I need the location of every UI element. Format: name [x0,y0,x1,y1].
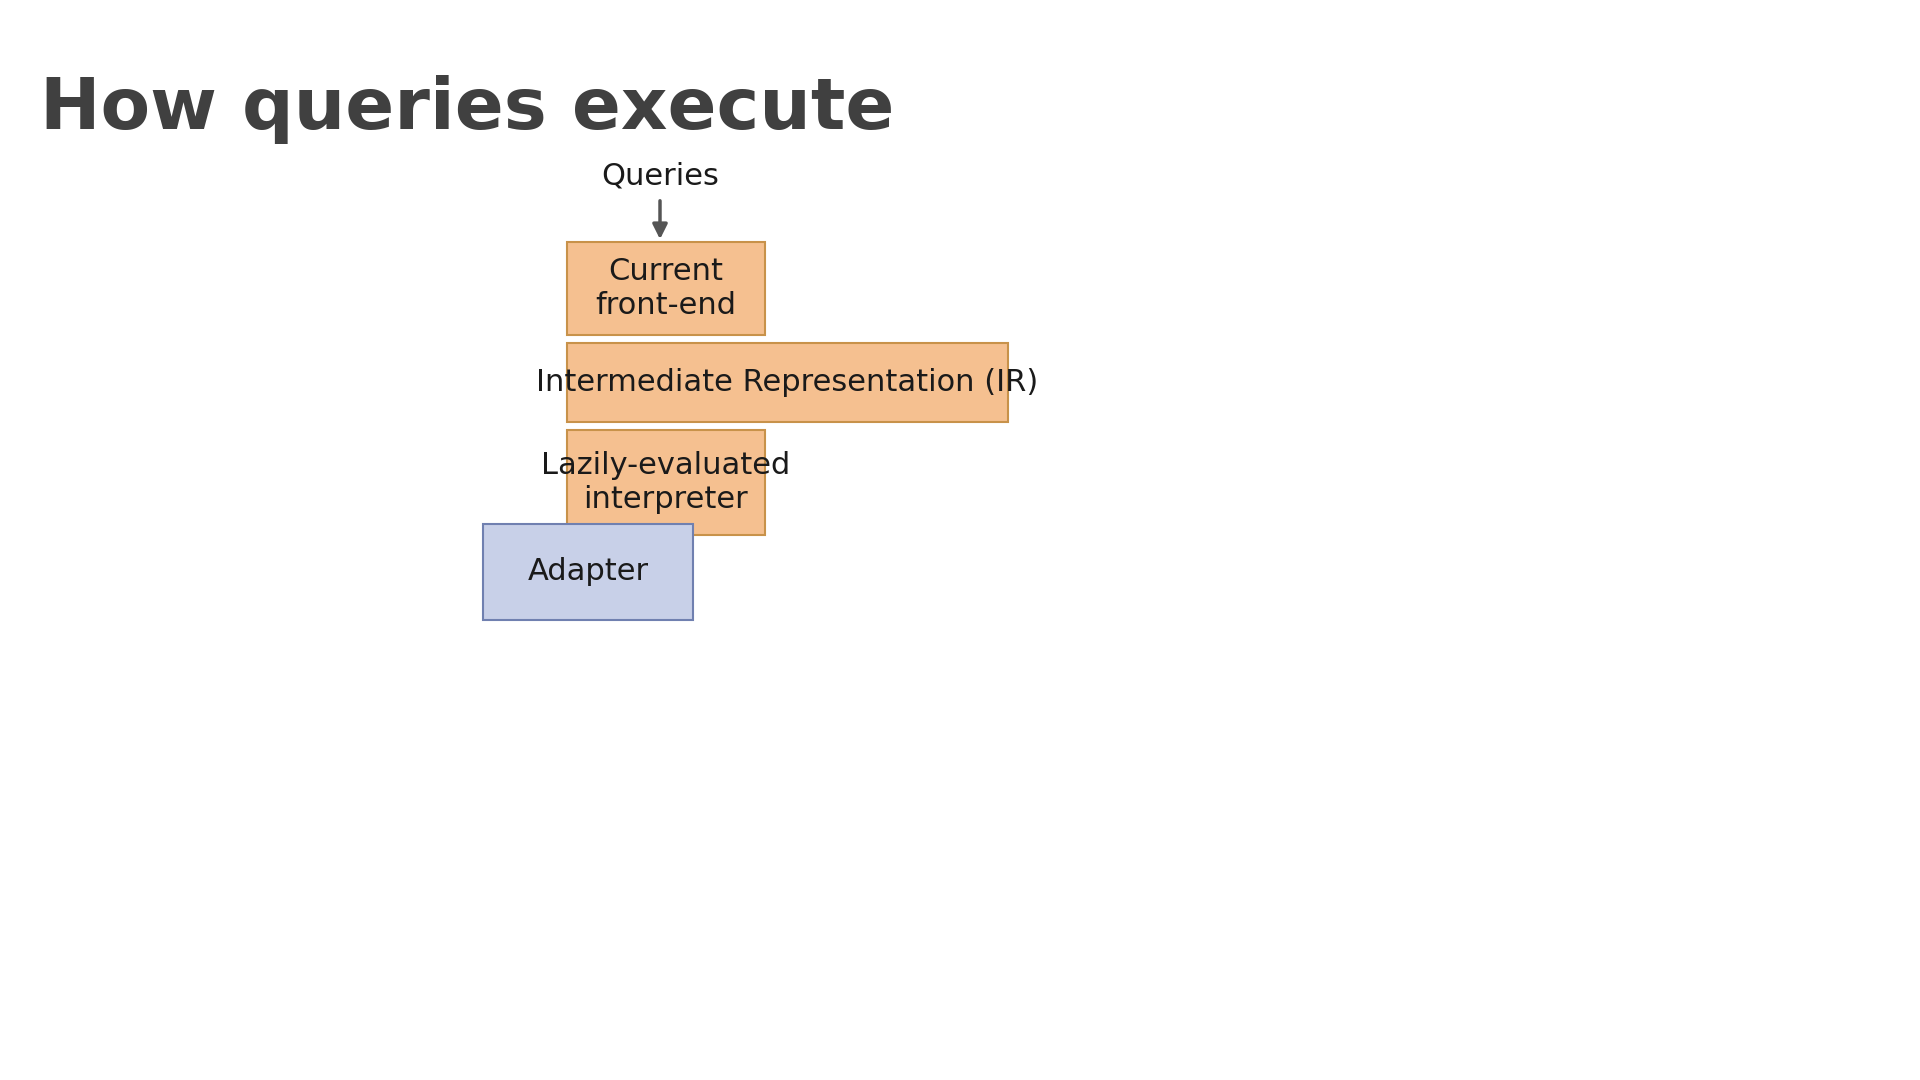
Text: Intermediate Representation (IR): Intermediate Representation (IR) [536,368,1039,397]
FancyBboxPatch shape [566,242,764,335]
Text: Current
front-end: Current front-end [595,257,737,320]
FancyBboxPatch shape [566,343,1008,422]
Text: Adapter: Adapter [528,557,649,586]
Text: Lazily-evaluated
interpreter: Lazily-evaluated interpreter [541,451,791,514]
Text: Queries: Queries [601,162,718,191]
FancyBboxPatch shape [566,430,764,535]
FancyBboxPatch shape [484,524,693,620]
Text: How queries execute: How queries execute [40,75,895,144]
